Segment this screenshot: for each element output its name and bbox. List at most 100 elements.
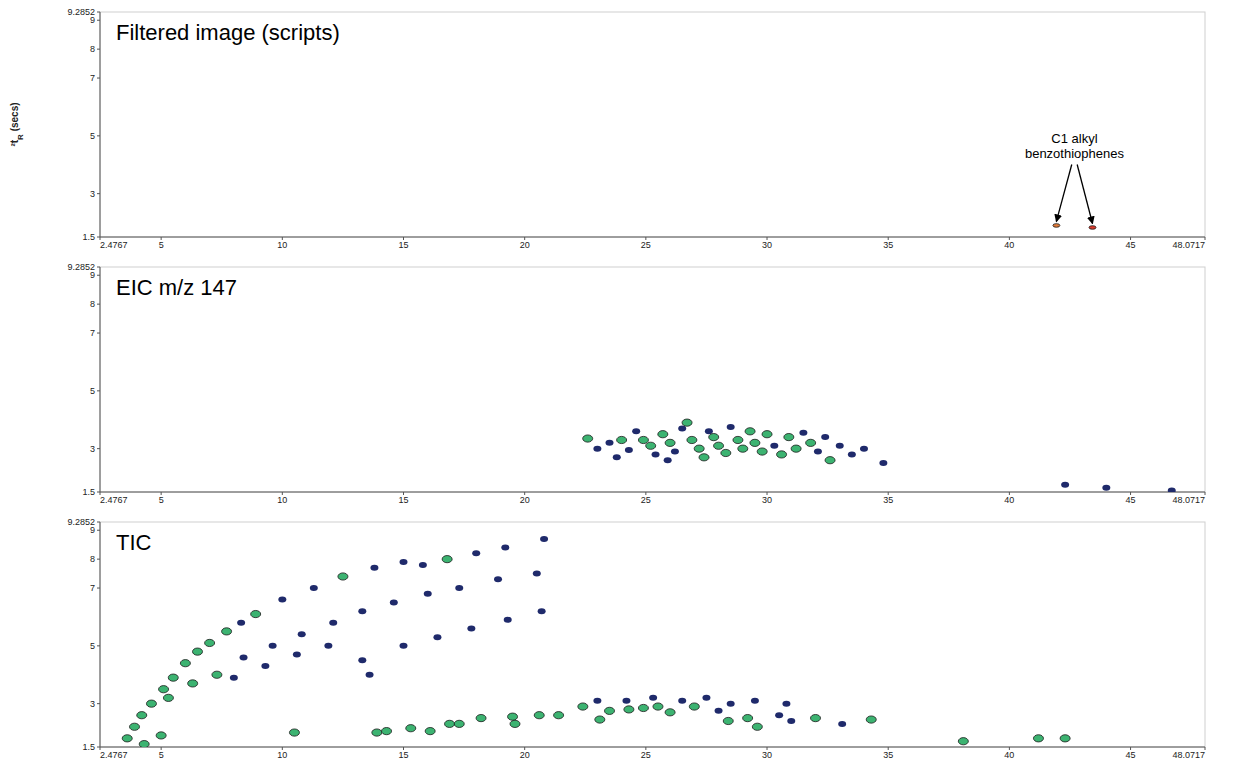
peak (1060, 735, 1070, 742)
x-tick-label: 45 (1126, 240, 1136, 250)
peak (632, 428, 640, 434)
peak (476, 714, 486, 721)
peak (163, 694, 173, 701)
x-tick-label: 15 (398, 495, 408, 505)
peak (784, 433, 794, 440)
y-axis-title-part: (secs) (9, 102, 20, 134)
y-tick (97, 20, 100, 21)
peak (694, 445, 704, 452)
x-tick-label: 2.4767 (100, 750, 128, 760)
peak (782, 701, 790, 707)
y-tick-label: 1.5 (82, 487, 95, 497)
plot-frame (100, 267, 1205, 492)
peak (860, 446, 868, 452)
peak (727, 701, 735, 707)
peak (251, 610, 261, 617)
peak (678, 698, 686, 704)
peak (538, 608, 546, 614)
x-tick-label: 10 (277, 240, 287, 250)
x-tick-label: 20 (520, 240, 530, 250)
x-tick-label: 45 (1126, 495, 1136, 505)
marks (1053, 224, 1096, 230)
peak (848, 451, 856, 457)
peak (1168, 488, 1176, 492)
peak (237, 620, 245, 626)
peak (1102, 485, 1110, 491)
x-tick-label: 2.4767 (100, 240, 128, 250)
panel-title: EIC m/z 147 (116, 275, 237, 300)
y-axis (100, 267, 101, 492)
marks (122, 536, 1070, 747)
y-tick-label: 8 (90, 44, 95, 54)
peak (664, 457, 672, 463)
y-tick (97, 12, 100, 13)
peak (583, 435, 593, 442)
peak (665, 709, 675, 716)
x-tick-label: 20 (520, 495, 530, 505)
peak (658, 431, 668, 438)
x-tick-label: 48.0717 (1172, 240, 1205, 250)
peak (269, 643, 277, 649)
y-tick-label: 3 (90, 699, 95, 709)
annotation-arrow (1056, 165, 1071, 222)
x-tick-label: 35 (883, 240, 893, 250)
peak (230, 675, 238, 681)
y-tick (97, 448, 100, 449)
y-axis (100, 12, 101, 237)
x-tick-label: 40 (1004, 240, 1014, 250)
y-tick-label: 3 (90, 189, 95, 199)
x-tick-label: 5 (159, 750, 164, 760)
y-tick (97, 492, 100, 493)
peak (625, 447, 633, 453)
plot-frame (100, 12, 1205, 237)
y-axis-title: ²tR (secs) (9, 102, 25, 146)
peak (454, 720, 464, 727)
x-tick-label: 35 (883, 750, 893, 760)
peak (382, 728, 392, 735)
peak (406, 725, 416, 732)
peak (638, 704, 648, 711)
x-tick-label: 10 (277, 750, 287, 760)
peak (689, 703, 699, 710)
y-tick (97, 193, 100, 194)
peak (799, 430, 807, 436)
peak (578, 703, 588, 710)
peak (723, 717, 733, 724)
y-tick (97, 135, 100, 136)
peak (146, 700, 156, 707)
y-tick-label: 8 (90, 554, 95, 564)
peak (472, 550, 480, 556)
peak (806, 439, 816, 446)
y-tick (97, 645, 100, 646)
peak (762, 431, 772, 438)
peak (508, 713, 518, 720)
peak (750, 439, 760, 446)
peak (958, 738, 968, 745)
peak (624, 706, 634, 713)
y-tick (97, 333, 100, 334)
peak (595, 716, 605, 723)
x-tick-label: 25 (641, 240, 651, 250)
peak (534, 712, 544, 719)
x-tick-label: 48.0717 (1172, 495, 1205, 505)
x-tick-label: 25 (641, 495, 651, 505)
x-axis (100, 747, 1205, 748)
peak (622, 698, 630, 704)
peak (205, 639, 215, 646)
y-tick-label: 9.2852 (67, 517, 95, 527)
peak (745, 428, 755, 435)
peak (605, 707, 615, 714)
peak (671, 449, 679, 455)
peak (467, 626, 475, 632)
peak (777, 451, 787, 458)
peak (424, 591, 432, 597)
peak (390, 599, 398, 605)
peak (129, 723, 139, 730)
peak (613, 454, 621, 460)
peak (400, 643, 408, 649)
peak (791, 445, 801, 452)
peak (419, 562, 427, 568)
peak (814, 449, 822, 455)
peak (504, 617, 512, 623)
y-tick (97, 304, 100, 305)
